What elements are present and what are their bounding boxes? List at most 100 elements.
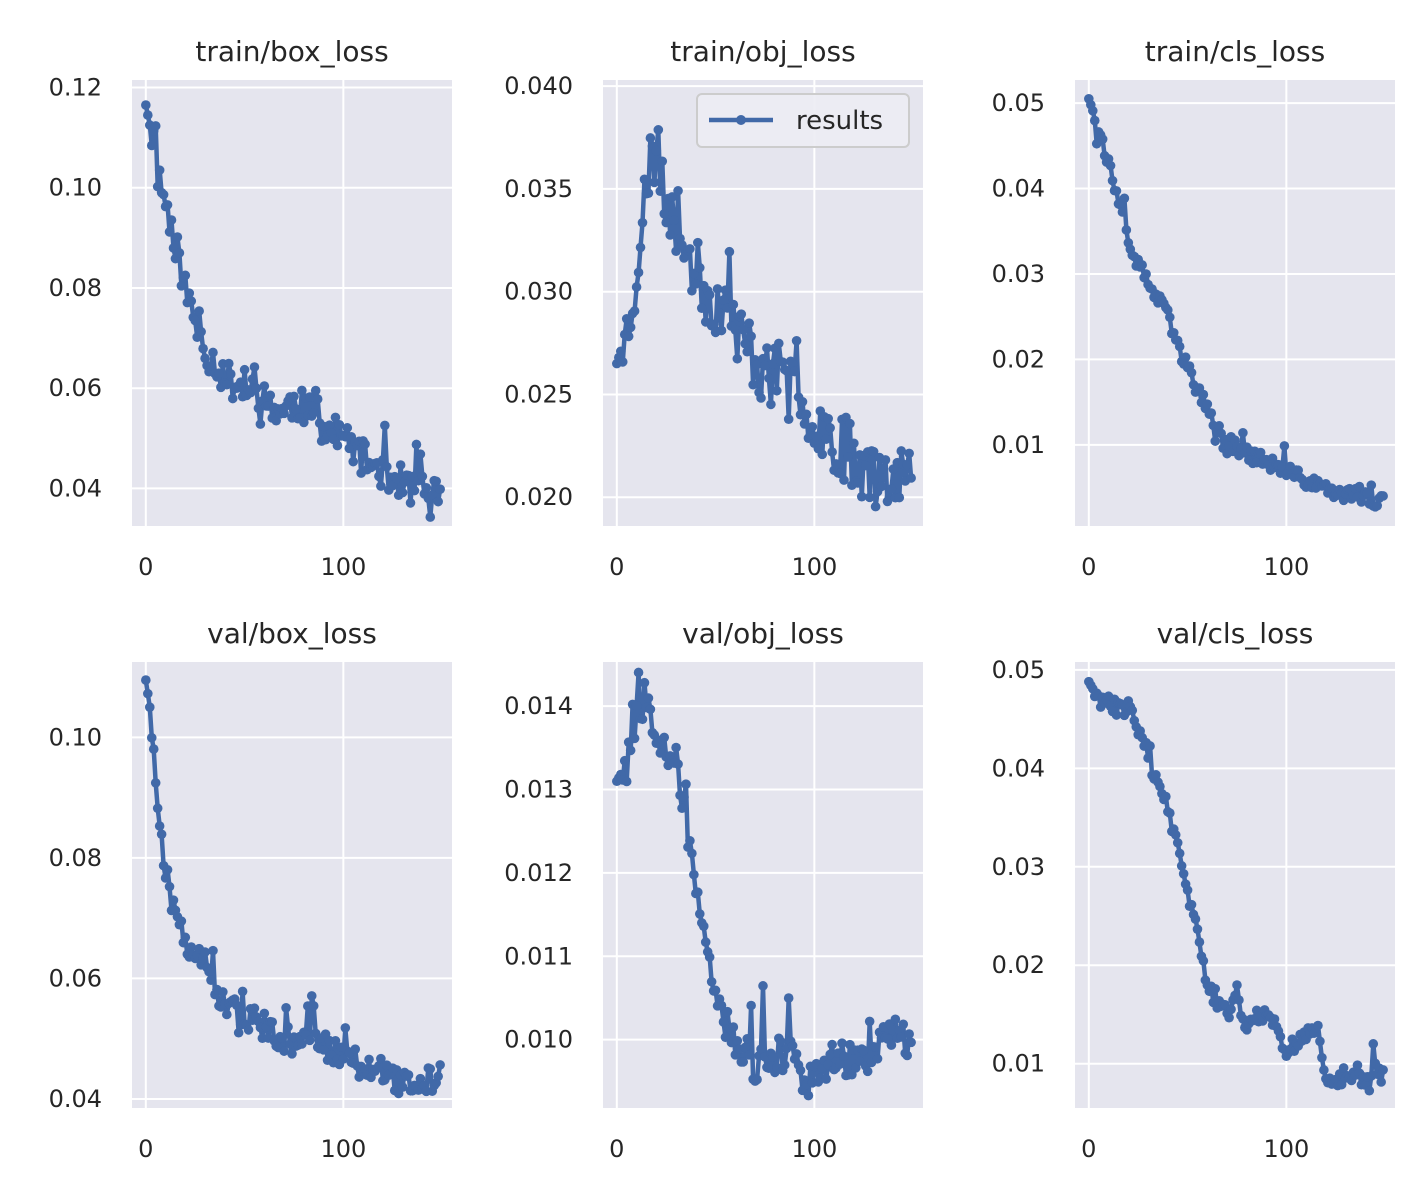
data-point xyxy=(1313,1020,1323,1031)
data-point xyxy=(150,121,161,131)
data-point xyxy=(176,281,187,291)
data-point xyxy=(831,459,841,469)
data-point xyxy=(146,140,157,151)
data-point xyxy=(279,1046,289,1056)
data-point xyxy=(1165,312,1175,323)
data-point xyxy=(856,491,867,502)
data-point xyxy=(902,1050,912,1061)
data-point xyxy=(886,484,897,494)
data-point xyxy=(1362,488,1373,499)
data-point xyxy=(645,133,656,143)
data-point xyxy=(902,459,912,470)
data-point xyxy=(740,1042,751,1053)
y-tick-label: 0.020 xyxy=(504,483,573,511)
data-point xyxy=(617,357,628,367)
data-point xyxy=(823,413,833,424)
data-point xyxy=(643,693,654,703)
data-point xyxy=(825,423,835,433)
data-point xyxy=(768,1052,778,1062)
y-tick-label: 0.013 xyxy=(504,776,573,804)
data-point xyxy=(689,268,699,279)
data-point xyxy=(704,290,715,300)
y-tick-label: 0.012 xyxy=(504,859,573,887)
data-point xyxy=(318,1045,329,1055)
data-point xyxy=(635,242,646,253)
data-point xyxy=(870,1042,881,1052)
data-point xyxy=(1089,115,1100,126)
y-tick-label: 0.05 xyxy=(992,656,1045,684)
data-point xyxy=(160,873,171,883)
data-point xyxy=(255,419,266,429)
data-point xyxy=(433,1071,443,1082)
data-point xyxy=(1170,830,1181,840)
data-point xyxy=(637,217,648,228)
x-tick-label: 0 xyxy=(138,553,153,581)
data-point xyxy=(172,232,183,242)
data-point xyxy=(1087,105,1098,116)
data-point xyxy=(791,335,802,346)
data-point xyxy=(1121,225,1132,235)
y-tick-label: 0.08 xyxy=(49,274,102,302)
data-point xyxy=(659,732,670,743)
data-point xyxy=(287,1049,297,1059)
data-point xyxy=(898,1019,909,1030)
data-point xyxy=(633,667,644,678)
data-point xyxy=(732,353,743,364)
data-point xyxy=(340,1023,351,1033)
data-point xyxy=(1202,399,1213,409)
data-point xyxy=(1364,1085,1375,1096)
data-point xyxy=(376,1053,386,1064)
y-tick-label: 0.08 xyxy=(49,844,102,872)
data-point xyxy=(237,986,248,997)
x-tick-label: 0 xyxy=(609,1135,624,1163)
data-point xyxy=(781,366,792,376)
data-point xyxy=(1315,1036,1325,1047)
data-point xyxy=(186,296,197,306)
y-tick-label: 0.04 xyxy=(49,474,102,502)
data-point xyxy=(243,1025,254,1035)
data-point xyxy=(214,368,224,378)
data-point xyxy=(1105,160,1116,171)
y-tick-label: 0.02 xyxy=(992,951,1045,979)
data-point xyxy=(736,309,747,319)
data-point xyxy=(795,1065,806,1076)
data-point xyxy=(906,473,916,483)
data-point xyxy=(825,1049,835,1060)
data-point xyxy=(409,485,420,496)
chart-panel: 0.04 0.06 0.08 0.10 0 100 val/box_loss xyxy=(49,617,452,1163)
data-point xyxy=(817,449,828,460)
data-point xyxy=(639,677,650,688)
data-point xyxy=(306,991,317,1001)
y-tick-label: 0.02 xyxy=(992,345,1045,373)
data-point xyxy=(868,446,879,457)
data-point xyxy=(291,404,301,414)
data-point xyxy=(625,322,636,333)
data-point xyxy=(1226,1004,1236,1015)
data-point xyxy=(342,423,353,433)
data-point xyxy=(775,1036,786,1047)
data-point xyxy=(1111,710,1122,720)
data-point xyxy=(180,270,191,281)
data-point xyxy=(425,1064,436,1074)
data-point xyxy=(706,976,717,987)
data-point xyxy=(718,295,729,305)
data-point xyxy=(1224,1012,1234,1023)
data-point xyxy=(162,864,173,875)
data-point xyxy=(1378,1065,1388,1075)
data-point xyxy=(685,244,695,254)
data-point xyxy=(787,1040,798,1051)
legend-marker xyxy=(736,115,746,125)
data-point xyxy=(693,887,703,898)
data-point xyxy=(667,192,677,202)
data-point xyxy=(732,1035,743,1046)
data-point xyxy=(631,700,642,711)
data-point xyxy=(344,443,355,454)
x-tick-label: 0 xyxy=(138,1135,153,1163)
data-point xyxy=(184,288,195,298)
data-point xyxy=(162,200,173,210)
data-point xyxy=(206,975,216,985)
data-point xyxy=(694,262,705,273)
data-point xyxy=(1174,848,1185,859)
data-point xyxy=(752,359,762,370)
data-point xyxy=(227,393,238,404)
